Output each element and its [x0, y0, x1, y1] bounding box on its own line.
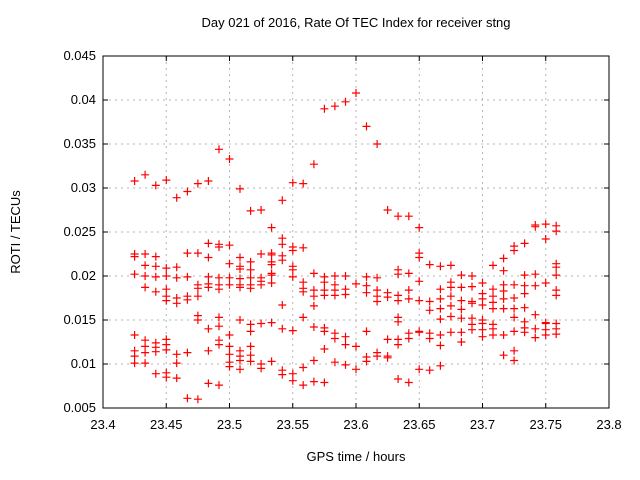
- y-tick-label: 0.045: [63, 48, 96, 63]
- axis-labels: 23.4 23.45 23.5 23.55 23.6 23.65 23.7 23.75 23.8…: [63, 48, 621, 432]
- y-axis-label: ROTI / TECUs: [8, 190, 23, 274]
- x-tick-label: 23.7: [470, 417, 495, 432]
- scatter-series: [130, 89, 561, 404]
- x-tick-label: 23.75: [529, 417, 562, 432]
- x-tick-label: 23.65: [403, 417, 436, 432]
- x-tick-label: 23.45: [150, 417, 183, 432]
- gridlines: [103, 56, 609, 408]
- axis-ticks: [102, 55, 610, 409]
- x-tick-label: 23.4: [90, 417, 115, 432]
- x-tick-label: 23.6: [343, 417, 368, 432]
- y-tick-label: 0.015: [63, 312, 96, 327]
- x-tick-label: 23.55: [276, 417, 309, 432]
- y-tick-label: 0.005: [63, 400, 96, 415]
- y-tick-label: 0.025: [63, 224, 96, 239]
- x-axis-label: GPS time / hours: [307, 449, 406, 464]
- y-tick-label: 0.02: [71, 268, 96, 283]
- y-tick-label: 0.03: [71, 180, 96, 195]
- y-tick-label: 0.04: [71, 92, 96, 107]
- y-tick-label: 0.035: [63, 136, 96, 151]
- x-tick-label: 23.8: [596, 417, 621, 432]
- x-tick-label: 23.5: [217, 417, 242, 432]
- chart-title: Day 021 of 2016, Rate Of TEC Index for r…: [201, 15, 510, 30]
- data-points: [130, 89, 561, 404]
- y-tick-label: 0.01: [71, 356, 96, 371]
